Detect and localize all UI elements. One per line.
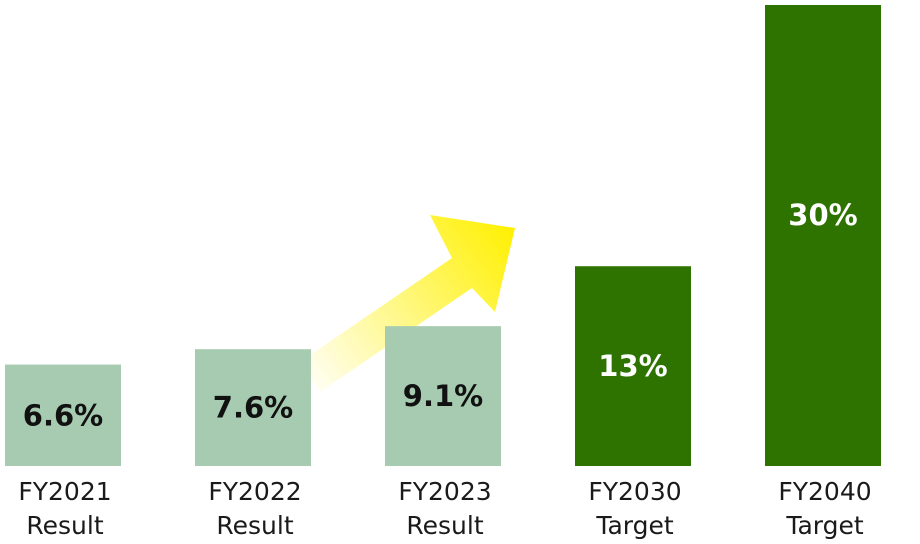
data-label: 7.6%: [213, 391, 293, 425]
x-tick-label: FY2030: [588, 477, 681, 506]
data-label: 6.6%: [23, 398, 103, 432]
x-tick-label: FY2040: [778, 477, 871, 506]
x-tick-label: FY2021: [18, 477, 111, 506]
x-tick-label: Result: [216, 511, 293, 540]
bar-fy2022: [195, 349, 311, 466]
bar-fy2040: [765, 5, 881, 466]
data-label: 30%: [788, 198, 857, 232]
bar-fy2030: [575, 266, 691, 466]
data-label: 13%: [598, 349, 667, 383]
x-tick-label: Target: [785, 511, 864, 540]
x-tick-label: FY2022: [208, 477, 301, 506]
x-tick-label: Target: [595, 511, 674, 540]
trend-arrow-icon: [300, 215, 515, 392]
x-tick-label: Result: [406, 511, 483, 540]
x-tick-label: Result: [26, 511, 103, 540]
bar-fy2021: [5, 364, 121, 466]
x-tick-label: FY2023: [398, 477, 491, 506]
bar-fy2023: [385, 326, 501, 466]
data-label: 9.1%: [403, 379, 483, 413]
